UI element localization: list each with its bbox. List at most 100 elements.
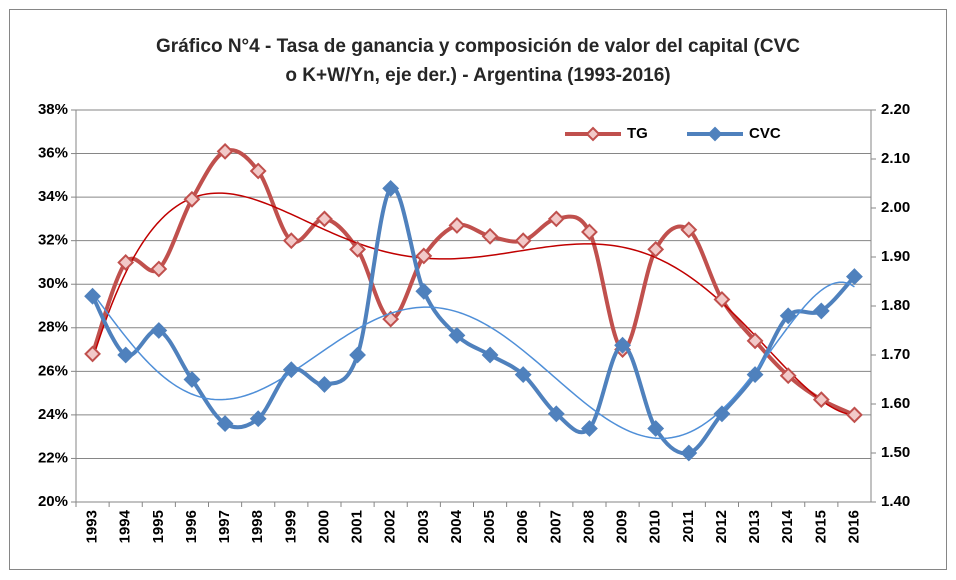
marker bbox=[448, 326, 466, 344]
trendline bbox=[91, 192, 855, 416]
chart-title: Gráfico N°4 - Tasa de ganancia y composi… bbox=[156, 36, 800, 57]
x-tick-label: 1998 bbox=[249, 510, 266, 543]
marker bbox=[514, 232, 532, 250]
x-tick-label: 2005 bbox=[481, 510, 498, 543]
x-tick-label: 2016 bbox=[845, 510, 862, 543]
legend-marker bbox=[707, 126, 723, 142]
chart-border bbox=[9, 9, 947, 570]
marker bbox=[84, 287, 101, 305]
y-tick-label: 38% bbox=[38, 101, 68, 118]
legend-marker bbox=[585, 126, 601, 142]
x-tick-label: 1995 bbox=[150, 510, 167, 543]
marker bbox=[117, 254, 135, 271]
x-tick-label: 1993 bbox=[84, 510, 101, 543]
marker bbox=[547, 210, 565, 228]
marker bbox=[481, 346, 499, 364]
marker bbox=[117, 346, 135, 364]
marker bbox=[249, 162, 267, 180]
x-tick-label: 1999 bbox=[282, 510, 299, 543]
marker bbox=[150, 260, 168, 278]
marker bbox=[680, 221, 698, 239]
marker bbox=[846, 268, 863, 286]
x-tick-label: 1994 bbox=[117, 509, 134, 543]
y2-tick-label: 1.90 bbox=[881, 248, 910, 265]
y-tick-label: 20% bbox=[38, 493, 68, 510]
marker bbox=[481, 227, 499, 245]
y2-tick-label: 1.50 bbox=[881, 444, 910, 461]
marker bbox=[382, 310, 400, 328]
marker bbox=[382, 179, 400, 197]
marker bbox=[249, 410, 267, 428]
chart-title: o K+W/Yn, eje der.) - Argentina (1993-20… bbox=[285, 65, 670, 86]
x-tick-label: 2003 bbox=[415, 510, 432, 543]
y2-tick-label: 2.20 bbox=[881, 101, 910, 118]
y-tick-label: 32% bbox=[38, 232, 68, 249]
marker bbox=[647, 420, 665, 437]
x-tick-label: 2009 bbox=[614, 510, 631, 543]
y-tick-label: 36% bbox=[38, 145, 68, 162]
marker bbox=[150, 322, 168, 339]
marker bbox=[415, 282, 433, 300]
x-tick-label: 2010 bbox=[647, 510, 664, 543]
marker bbox=[746, 366, 764, 384]
marker bbox=[680, 444, 698, 462]
x-tick-label: 2012 bbox=[713, 510, 730, 543]
y2-tick-label: 2.10 bbox=[881, 150, 910, 167]
marker bbox=[614, 336, 631, 354]
marker bbox=[216, 415, 234, 433]
marker bbox=[713, 405, 731, 423]
marker bbox=[316, 375, 333, 393]
marker bbox=[581, 420, 598, 437]
marker bbox=[846, 406, 863, 424]
legend-label: TG bbox=[627, 125, 648, 142]
x-tick-label: 1996 bbox=[183, 510, 200, 543]
y2-tick-label: 1.80 bbox=[881, 297, 910, 314]
x-tick-label: 2002 bbox=[382, 510, 399, 543]
marker bbox=[84, 345, 101, 363]
y2-tick-label: 1.40 bbox=[881, 493, 910, 510]
marker bbox=[514, 366, 532, 384]
y-tick-label: 26% bbox=[38, 362, 68, 379]
x-tick-label: 2008 bbox=[580, 510, 597, 543]
marker bbox=[547, 405, 565, 423]
marker bbox=[316, 210, 333, 228]
marker bbox=[779, 307, 797, 325]
marker bbox=[282, 361, 300, 379]
legend-label: CVC bbox=[749, 125, 781, 142]
marker bbox=[349, 240, 366, 258]
x-tick-label: 2013 bbox=[746, 510, 763, 543]
y-tick-label: 22% bbox=[38, 449, 68, 466]
x-tick-label: 2000 bbox=[315, 510, 332, 543]
marker bbox=[448, 217, 466, 234]
x-tick-label: 2014 bbox=[779, 509, 796, 543]
y-tick-label: 28% bbox=[38, 319, 68, 336]
y-tick-label: 34% bbox=[38, 188, 68, 205]
y-tick-label: 30% bbox=[38, 275, 68, 292]
marker bbox=[216, 142, 234, 160]
marker bbox=[282, 232, 300, 250]
y-tick-label: 24% bbox=[38, 406, 68, 423]
x-tick-label: 1997 bbox=[216, 510, 233, 543]
x-tick-label: 2001 bbox=[349, 510, 366, 543]
marker bbox=[415, 247, 433, 265]
marker bbox=[779, 367, 797, 385]
x-tick-label: 2007 bbox=[547, 510, 564, 543]
marker bbox=[581, 223, 598, 241]
trendline bbox=[91, 281, 855, 440]
y2-tick-label: 1.70 bbox=[881, 346, 910, 363]
marker bbox=[183, 190, 201, 208]
marker bbox=[647, 240, 665, 258]
marker bbox=[183, 371, 201, 388]
x-tick-label: 2004 bbox=[448, 509, 465, 543]
x-tick-label: 2015 bbox=[812, 510, 829, 543]
y2-tick-label: 1.60 bbox=[881, 395, 910, 412]
marker bbox=[713, 291, 731, 308]
y2-tick-label: 2.00 bbox=[881, 199, 910, 216]
marker bbox=[349, 346, 366, 364]
marker bbox=[812, 302, 830, 320]
marker bbox=[812, 391, 830, 409]
x-tick-label: 2006 bbox=[514, 510, 531, 543]
x-tick-label: 2011 bbox=[680, 510, 697, 543]
marker bbox=[746, 332, 764, 350]
